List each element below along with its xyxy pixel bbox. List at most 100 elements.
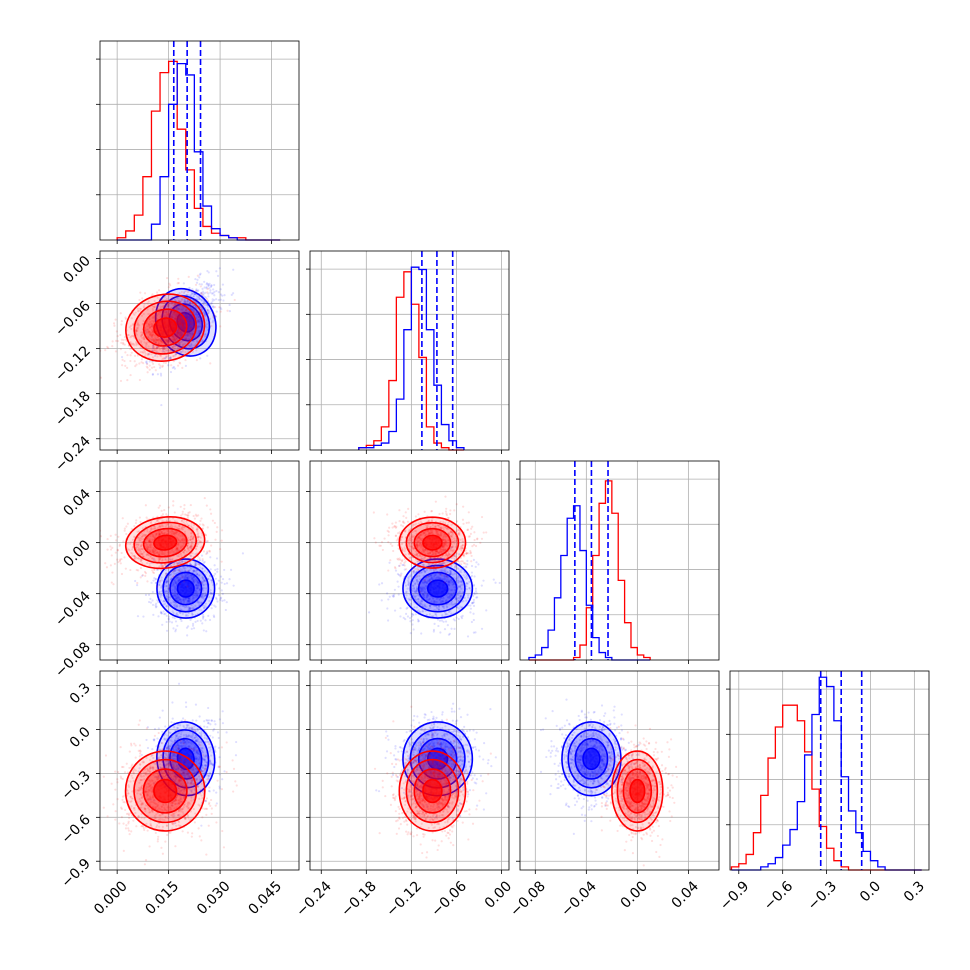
hist-panel-bg [100, 41, 299, 240]
contour-red [133, 521, 197, 564]
x-tick-label-p1: −0.12 [383, 878, 425, 920]
histogram-blue-p1 [358, 266, 465, 450]
contour-red [398, 750, 467, 832]
contour-red [133, 758, 198, 824]
joint-panel-p0-p1 [100, 251, 236, 407]
y-tick-label-p3: −0.3 [58, 768, 93, 803]
joint-panel-p2-p3 [539, 698, 678, 867]
contour-blue [409, 564, 466, 613]
contour-red [405, 521, 460, 564]
x-tick-label-p3: 0.0 [857, 878, 884, 905]
contour-red [142, 768, 188, 814]
joint-panel-p0-p2 [100, 496, 245, 637]
contour-blue [176, 579, 195, 598]
x-tick-label-p0: 0.015 [143, 878, 183, 918]
y-tick-label-p3: 0.3 [67, 680, 94, 707]
contour-red [398, 516, 467, 569]
y-tick-label-p3: −0.6 [58, 812, 93, 847]
joint-panel-bg [310, 671, 509, 870]
hist-panel-bg [520, 461, 719, 660]
joint-panel-frame [99, 460, 300, 661]
hist-panel-bg [310, 251, 509, 450]
joint-panel-frame [309, 460, 510, 661]
contour-blue [574, 737, 609, 780]
density-blue [177, 580, 195, 597]
joint-panel-frame [99, 250, 300, 451]
histogram-blue-p3 [731, 676, 922, 871]
contour-blue [162, 564, 210, 613]
contour-blue [156, 558, 216, 619]
y-tick-label-p1: −0.12 [52, 343, 94, 385]
y-tick-label-p1: −0.18 [52, 388, 94, 430]
x-tick-label-p3: −0.3 [805, 878, 840, 913]
x-tick-label-p2: −0.08 [507, 878, 549, 920]
y-tick-label-p3: 0.0 [67, 724, 94, 751]
contour-red [611, 750, 664, 832]
x-tick-label-p1: −0.18 [338, 878, 380, 920]
contour-blue [402, 558, 474, 619]
contour-blue [417, 571, 458, 606]
x-tick-label-p3: 0.3 [901, 878, 928, 905]
contour-red [422, 534, 443, 551]
joint-panel-frame [519, 670, 720, 871]
x-tick-label-p0: 0.030 [194, 878, 234, 918]
contour-red [133, 300, 197, 355]
contour-red [422, 778, 443, 804]
x-tick-label-p2: 0.00 [618, 878, 651, 911]
density-red [153, 318, 177, 338]
hist-panel-frame [519, 460, 720, 661]
x-tick-label-p2: −0.04 [558, 878, 600, 920]
contour-red [413, 527, 452, 558]
x-tick-label-p1: −0.24 [293, 878, 335, 920]
joint-panel-p1-p2 [367, 495, 501, 638]
contour-blue [156, 721, 216, 797]
contour-blue [582, 747, 601, 771]
samples-blue [375, 702, 497, 820]
x-tick-label-p0: 0.045 [245, 878, 285, 918]
density-red [153, 779, 177, 803]
density-red [422, 535, 442, 550]
contour-red [616, 758, 659, 824]
contour-red [124, 516, 206, 570]
contour-red [125, 293, 206, 362]
y-tick-label-p1: −0.06 [52, 298, 94, 340]
x-tick-label-p1: −0.06 [428, 878, 470, 920]
density-red [630, 779, 645, 803]
contour-red [153, 778, 178, 804]
x-tick-label-p0: 0.000 [91, 878, 131, 918]
y-tick-label-p2: −0.04 [52, 588, 94, 630]
density-blue [583, 748, 600, 770]
hist-panel-frame [309, 250, 510, 451]
y-tick-label-p1: 0.00 [60, 253, 93, 286]
contour-blue [169, 571, 203, 606]
y-tick-label-p2: 0.00 [60, 537, 93, 570]
contour-blue [417, 737, 458, 780]
contour-red [629, 778, 646, 804]
y-tick-label-p2: −0.08 [52, 639, 94, 681]
contour-red [405, 758, 460, 824]
contour-red [153, 317, 178, 338]
contour-red [142, 527, 188, 558]
y-tick-label-p3: −0.9 [58, 856, 93, 891]
contour-red [124, 750, 206, 832]
contour-blue [162, 729, 210, 789]
hist-panel-frame [729, 670, 930, 871]
y-tick-label-p2: 0.04 [60, 486, 93, 519]
hist-panel-bg [730, 671, 929, 870]
contour-blue [426, 579, 449, 598]
contour-blue [561, 721, 622, 797]
contour-blue [567, 729, 616, 789]
contour-red [622, 768, 653, 814]
density-blue [427, 580, 448, 597]
histogram-red-p0 [116, 60, 281, 241]
joint-panel-frame [309, 670, 510, 871]
hist-panel-frame [99, 40, 300, 241]
x-tick-label-p3: −0.6 [761, 878, 796, 913]
joint-panel-bg [100, 251, 299, 450]
histogram-red-p1 [358, 271, 464, 451]
x-tick-label-p2: 0.04 [669, 878, 702, 911]
joint-panel-p1-p3 [373, 702, 497, 859]
x-tick-label-p3: −0.9 [717, 878, 752, 913]
contour-red [153, 534, 178, 551]
